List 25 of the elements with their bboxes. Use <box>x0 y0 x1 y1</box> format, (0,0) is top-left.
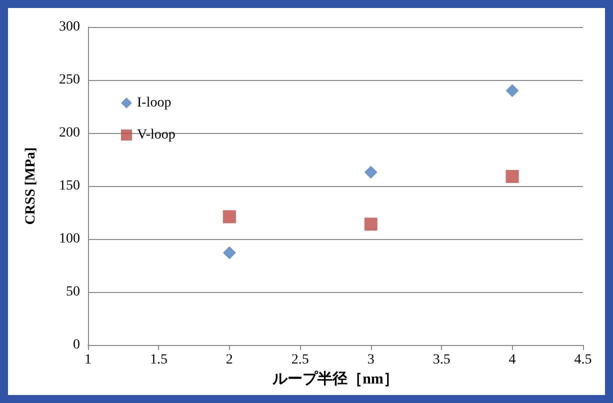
x-axis-title: ループ半径［nm］ <box>272 370 398 388</box>
point <box>364 218 378 231</box>
x-tick-label: 4 <box>508 352 516 368</box>
x-tick-label: 1 <box>84 352 92 368</box>
y-tick-label: 200 <box>59 126 80 140</box>
legend-label: V-loop <box>137 128 176 142</box>
y-tick-label: 250 <box>59 72 80 88</box>
y-tick-label: 100 <box>59 232 80 246</box>
point <box>222 246 236 260</box>
x-tick-label: 2.5 <box>291 352 309 368</box>
point <box>506 84 519 98</box>
point <box>364 166 378 179</box>
x-tick-label: 3.5 <box>432 352 450 368</box>
x-tick-label: 1.5 <box>150 352 168 368</box>
y-tick-label: 300 <box>59 20 80 34</box>
y-tick-label: 50 <box>66 284 80 300</box>
point <box>222 210 236 224</box>
y-tick-label: 0 <box>73 338 80 352</box>
y-axis-title: CRSS [MPa] <box>24 147 38 225</box>
x-tick-label: 4.5 <box>574 352 592 368</box>
y-tick-label: 150 <box>59 178 80 194</box>
x-tick-label: 2 <box>226 352 233 368</box>
legend-label: I-loop <box>137 96 172 110</box>
x-tick-label: 3 <box>367 352 374 368</box>
point <box>506 170 519 183</box>
